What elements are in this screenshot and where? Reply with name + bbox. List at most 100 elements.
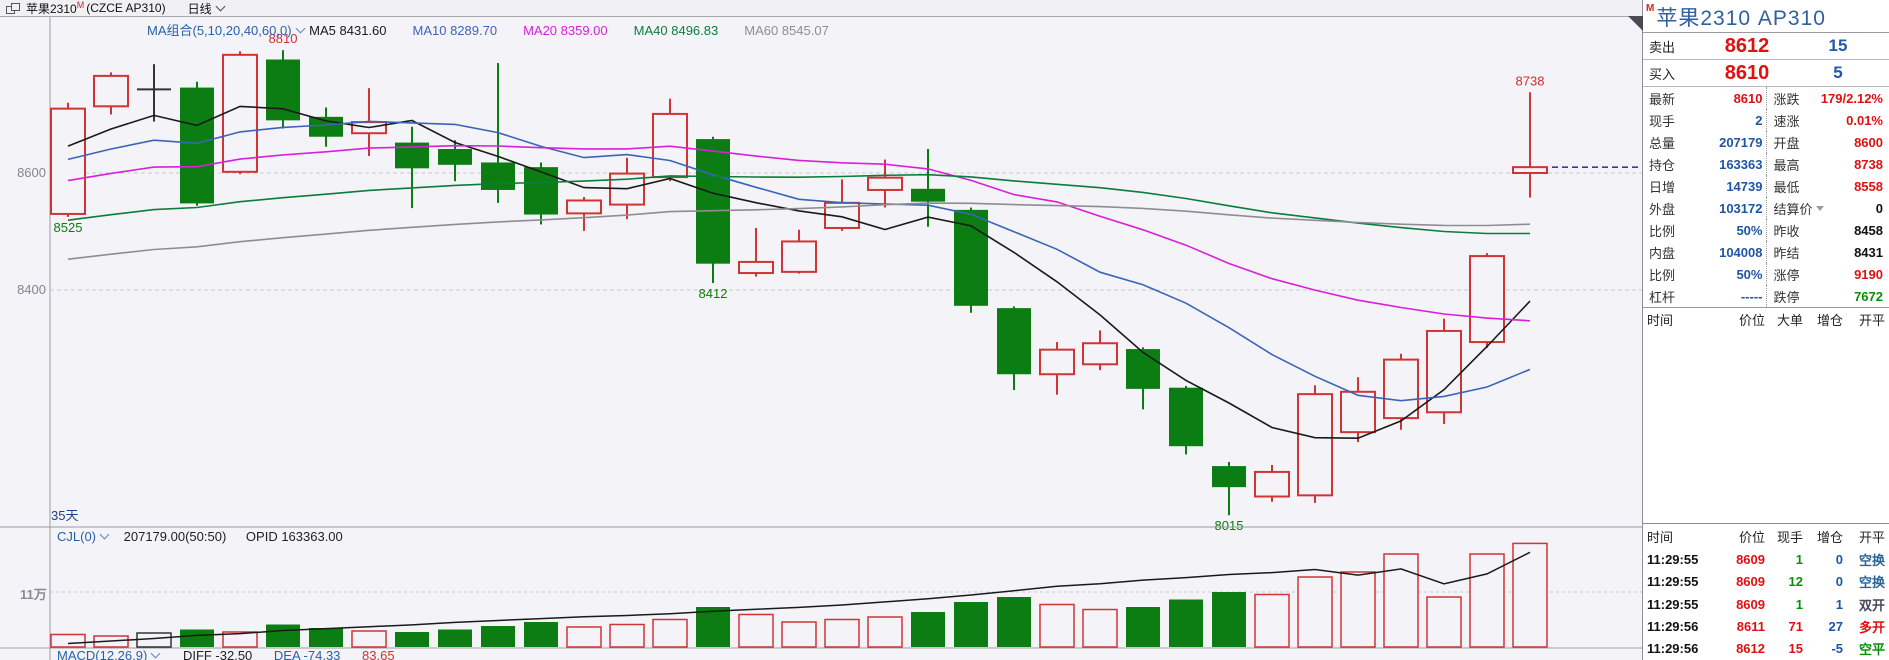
column-header: 价位 (1738, 529, 1765, 545)
tick-trade-cell: 空平 (1858, 642, 1885, 658)
chevron-down-icon (99, 529, 110, 540)
column-header: 时间 (1647, 529, 1674, 545)
quote-field-label: 比例 (1649, 267, 1676, 283)
quote-field-value: 50% (1736, 222, 1763, 238)
quote-field-label: 昨收 (1773, 223, 1800, 239)
ma-values: MA5 8431.60 MA10 8289.70 MA20 8359.00 MA40 … (309, 23, 855, 38)
quote-field-value: 104008 (1719, 244, 1763, 260)
caret-down-icon[interactable] (1815, 205, 1824, 211)
column-header: 时间 (1647, 313, 1674, 328)
svg-text:8810: 8810 (269, 31, 298, 46)
main-contract-badge: M (1646, 3, 1655, 14)
quote-field-value: 103172 (1719, 200, 1763, 216)
quote-field-value: 8458 (1854, 222, 1883, 238)
svg-text:8600: 8600 (17, 165, 46, 180)
quote-field-value: 207179 (1719, 134, 1763, 150)
quote-field-label: 日增 (1649, 179, 1676, 195)
ma-value-label: MA60 8545.07 (744, 23, 829, 38)
tick-trade-cell: 0 (1835, 551, 1843, 567)
tick-trade-cell: 11:29:55 (1647, 596, 1699, 612)
bid-row[interactable]: 买入 8610 5 (1643, 60, 1889, 87)
ma-value-label: MA5 8431.60 (309, 23, 387, 38)
quote-field-value: 8610 (1733, 90, 1763, 106)
quote-row: 日增 14739 最低 8558 (1643, 175, 1889, 197)
quote-field-value: 0.01% (1846, 112, 1883, 128)
ma-value-label: MA10 8289.70 (412, 23, 498, 38)
window-icon[interactable] (6, 2, 21, 14)
svg-text:8412: 8412 (699, 286, 728, 301)
quote-row: 杠杆 ----- 跌停 7672 (1643, 285, 1889, 307)
quote-row: 比例 50% 涨停 9190 (1643, 263, 1889, 285)
svg-text:8525: 8525 (54, 220, 83, 235)
macd-diff: DIFF -32.50 (182, 648, 253, 660)
exchange-code: (CZCE AP310) (86, 1, 166, 15)
quote-grid: 最新 8610 涨跌 179/2.12% 现手 2 速涨 0.01% 总量 207179 开盘 860… (1643, 87, 1889, 308)
quote-field-label: 持仓 (1649, 157, 1676, 173)
tick-trade-header: 时间 价位 现手 增仓 开平 (1643, 524, 1889, 548)
tick-trade-cell: 8609 (1736, 551, 1765, 567)
panel-resize-handle[interactable] (1628, 16, 1643, 31)
ask-price: 8612 (1724, 34, 1770, 57)
column-header: 开平 (1858, 529, 1885, 545)
column-header: 价位 (1738, 313, 1765, 328)
svg-text:8738: 8738 (1516, 73, 1545, 88)
svg-text:8015: 8015 (1215, 518, 1244, 533)
quote-field-label: 结算价 (1773, 201, 1813, 217)
column-header: 大单 (1776, 313, 1803, 328)
tick-trade-cell: 双开 (1858, 597, 1885, 613)
tick-trade-cell: 15 (1788, 641, 1803, 657)
quote-field-value: 8431 (1854, 244, 1883, 260)
volume-axis-label: 11万 (20, 587, 47, 602)
tick-trade-row: 11:29:55 8609 12 0 空换 (1643, 570, 1889, 592)
quote-field-value: 8600 (1854, 134, 1883, 150)
tick-trade-cell: 11:29:55 (1647, 551, 1699, 567)
chart-titlebar: 苹果2310M (CZCE AP310) 日线 (0, 0, 1642, 17)
quote-field-label: 昨结 (1773, 245, 1800, 261)
macd-value: 83.65 (362, 648, 395, 660)
tick-trade-row: 11:29:56 8611 71 27 多开 (1643, 615, 1889, 637)
tick-trade-cell: 8611 (1736, 618, 1765, 634)
quote-field-value: 14739 (1726, 178, 1763, 194)
ma-selector[interactable]: MA组合(5,10,20,40,60,0) (147, 23, 306, 38)
tick-trade-row: 11:29:56 8612 15 -5 空平 (1643, 638, 1889, 660)
bid-label: 买入 (1649, 66, 1676, 82)
chart-region: MA组合(5,10,20,40,60,0) MA5 8431.60 MA10 82… (0, 17, 1642, 660)
period-selector[interactable]: 日线 (188, 0, 226, 17)
column-header: 增仓 (1816, 313, 1843, 328)
quote-contract-name: 苹果2310 AP310 (1656, 7, 1826, 30)
quote-field-value: 179/2.12% (1820, 90, 1883, 106)
quote-field-label: 内盘 (1649, 245, 1676, 261)
svg-text:8400: 8400 (17, 282, 46, 297)
quote-row: 外盘 103172 结算价 0 (1643, 197, 1889, 219)
quote-field-value: 9190 (1854, 266, 1883, 282)
tick-trade-rows: 11:29:55 8609 1 0 空换 11:29:55 8609 12 0 空换 11:29:5… (1643, 548, 1889, 660)
price-volume-chart[interactable]: 8600 8400 8810 8738 8525 8412 8015 (0, 17, 1642, 660)
tick-trade-cell: 多开 (1858, 619, 1885, 635)
macd-selector[interactable]: MACD(12,26,9) (57, 648, 161, 660)
tick-trade-cell: 11:29:56 (1647, 641, 1699, 657)
quote-row: 内盘 104008 昨结 8431 (1643, 241, 1889, 263)
chevron-down-icon (295, 23, 305, 34)
quote-field-value: ----- (1740, 288, 1763, 304)
quote-field-value: 8738 (1854, 156, 1883, 172)
quote-field-label: 现手 (1649, 113, 1676, 129)
volume-total: 207179.00(50:50) (123, 529, 227, 544)
main-contract-badge: M (76, 0, 85, 10)
tick-trade-cell: 8609 (1736, 596, 1765, 612)
tick-trade-row: 11:29:55 8609 1 1 双开 (1643, 593, 1889, 615)
tick-trade-cell: 0 (1835, 574, 1843, 590)
column-header: 开平 (1858, 313, 1885, 328)
quote-row: 比例 50% 昨收 8458 (1643, 219, 1889, 241)
quote-title: M 苹果2310 AP310 (1643, 0, 1889, 33)
cjl-selector[interactable]: CJL(0) (57, 529, 110, 544)
tick-trade-cell: 11:29:55 (1647, 574, 1699, 590)
quote-field-label: 速涨 (1773, 113, 1800, 129)
quote-field-label: 涨跌 (1773, 91, 1800, 107)
chevron-down-icon (150, 648, 161, 659)
ask-size: 15 (1828, 36, 1848, 55)
quote-field-label: 跌停 (1773, 289, 1800, 305)
tick-trade-cell: 空换 (1858, 552, 1885, 568)
big-order-header: 时间 价位 大单 增仓 开平 (1643, 308, 1889, 331)
ask-row[interactable]: 卖出 8612 15 (1643, 33, 1889, 60)
